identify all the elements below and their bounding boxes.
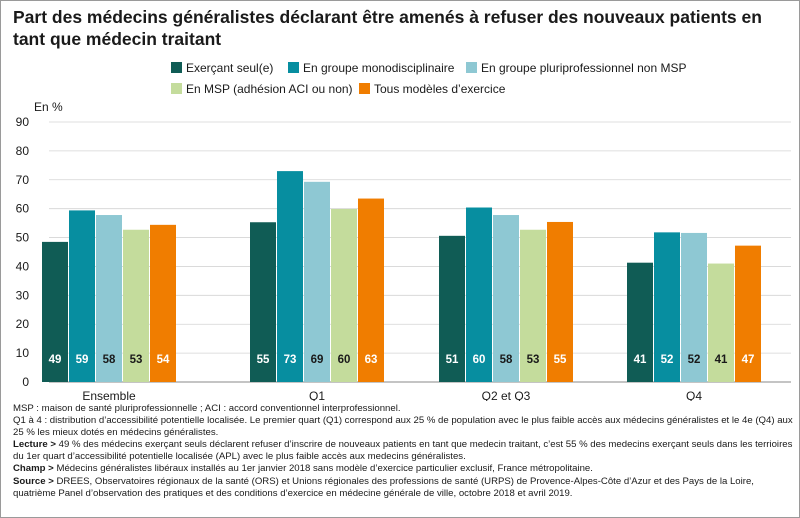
y-tick-label: 90: [16, 115, 30, 129]
note-source: Source > DREES, Observatoires régionaux …: [13, 476, 793, 500]
bar: [439, 235, 465, 382]
bar-value-label: 53: [130, 354, 143, 366]
bar-value-label: 73: [284, 354, 297, 366]
chart: 0 10 20 30 40 50 60 70 80 90 En % Exerçant seul(e) E…: [16, 61, 791, 401]
legend-label: En groupe monodisciplinaire: [303, 61, 455, 75]
legend-swatch: [171, 62, 182, 73]
note-champ-label: Champ >: [13, 463, 54, 475]
note-champ-text: Médecins généralistes libéraux installés…: [56, 463, 593, 475]
bar-value-label: 58: [500, 354, 513, 366]
bar: [250, 222, 276, 382]
legend-label: Tous modèles d’exercice: [374, 82, 506, 96]
bar: [96, 215, 122, 382]
note-quartiles: Q1 à 4 : distribution d’accessibilité po…: [13, 415, 793, 439]
bar: [277, 171, 303, 382]
bar: [69, 210, 95, 382]
y-tick-label: 40: [16, 259, 30, 273]
note-source-label: Source >: [13, 475, 54, 487]
bar: [358, 198, 384, 382]
y-tick-label: 60: [16, 202, 30, 216]
bar: [708, 263, 734, 382]
y-tick-label: 80: [16, 144, 30, 158]
legend-label: Exerçant seul(e): [186, 61, 273, 75]
bar: [466, 207, 492, 382]
bar-value-label: 51: [446, 354, 459, 366]
bar-value-label: 52: [688, 354, 701, 366]
x-category-label: Q4: [686, 389, 702, 401]
y-tick-label: 20: [16, 317, 30, 331]
y-tick-label: 70: [16, 173, 30, 187]
bar: [123, 229, 149, 382]
notes: MSP : maison de santé pluriprofessionnel…: [13, 403, 793, 500]
bar: [493, 215, 519, 382]
legend-swatch: [288, 62, 299, 73]
bar: [331, 208, 357, 382]
legend-swatch: [466, 62, 477, 73]
legend-swatch: [359, 83, 370, 94]
note-source-text: DREES, Observatoires régionaux de la san…: [13, 475, 754, 499]
bar: [735, 245, 761, 382]
note-lecture-label: Lecture >: [13, 439, 56, 451]
bar-value-label: 53: [527, 354, 540, 366]
bar: [150, 224, 176, 382]
chart-title: Part des médecins généralistes déclarant…: [13, 7, 762, 49]
bar: [681, 232, 707, 382]
bar: [42, 241, 68, 382]
bar: [654, 232, 680, 382]
bar-value-label: 60: [473, 354, 486, 366]
bar-value-label: 47: [742, 354, 755, 366]
bar-value-label: 58: [103, 354, 116, 366]
y-axis-label: En %: [34, 100, 63, 114]
note-lecture-text: 49 % des médecins exerçant seuls déclare…: [13, 439, 793, 463]
bar: [627, 262, 653, 382]
bar: [304, 181, 330, 382]
bar-value-label: 41: [715, 354, 728, 366]
note-champ: Champ > Médecins généralistes libéraux i…: [13, 463, 793, 475]
bar-value-label: 55: [554, 354, 567, 366]
bar-value-label: 55: [257, 354, 270, 366]
x-category-label: Q2 et Q3: [482, 389, 531, 401]
bar-value-label: 41: [634, 354, 647, 366]
bar-value-label: 69: [311, 354, 324, 366]
x-category-label: Ensemble: [82, 389, 136, 401]
y-tick-label: 30: [16, 288, 30, 302]
bar-value-label: 60: [338, 354, 351, 366]
y-tick-label: 10: [16, 346, 30, 360]
bar: [520, 229, 546, 382]
x-category-label: Q1: [309, 389, 325, 401]
legend-label: En groupe pluriprofessionnel non MSP: [481, 61, 686, 75]
legend-swatch: [171, 83, 182, 94]
note-lecture: Lecture > 49 % des médecins exerçant seu…: [13, 439, 793, 463]
y-tick-label: 0: [22, 375, 29, 389]
bar-value-label: 63: [365, 354, 378, 366]
bar-value-label: 54: [157, 354, 170, 366]
bar-value-label: 59: [76, 354, 89, 366]
bar-value-label: 52: [661, 354, 674, 366]
bar: [547, 221, 573, 382]
bar-value-label: 49: [49, 354, 62, 366]
legend-label: En MSP (adhésion ACI ou non): [186, 82, 353, 96]
y-tick-label: 50: [16, 231, 30, 245]
note-msp-definition: MSP : maison de santé pluriprofessionnel…: [13, 403, 401, 414]
